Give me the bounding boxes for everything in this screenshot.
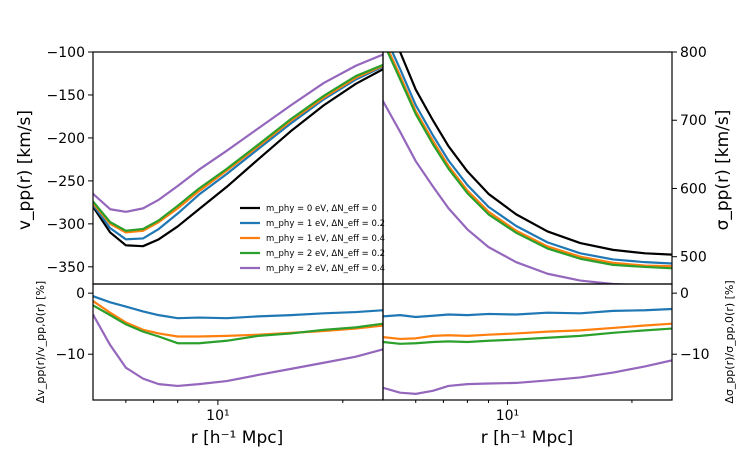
frame-bottom-right <box>382 283 673 401</box>
ytick-label-bottom-left-1: −10 <box>55 347 85 363</box>
series-line-top-right-1 <box>391 52 672 265</box>
ytick-label-top-left-1: −150 <box>47 88 85 104</box>
xlabel-left: r [h⁻¹ Mpc] <box>191 428 283 448</box>
legend-label-3: m_phy = 2 eV, ΔN_eff = 0.2 <box>266 249 385 259</box>
ylabel-top-left: v_pp(r) [km/s] <box>15 110 35 230</box>
series-line-bottom-left-0 <box>93 295 383 320</box>
ytick-label-top-right-3: 800 <box>680 45 707 61</box>
ylabel-bottom-right: Δσ_pp(r)/σ_pp,0(r) [%] <box>723 280 736 403</box>
legend-label-2: m_phy = 1 eV, ΔN_eff = 0.4 <box>266 234 385 244</box>
series-line-top-left-4 <box>93 53 383 213</box>
frame-bottom-left <box>92 283 384 401</box>
series-line-bottom-right-2 <box>383 327 672 345</box>
panel-bottom-right: 0 −10 10¹ <box>382 283 710 424</box>
ytick-label-top-right-0: 500 <box>680 250 707 266</box>
series-layer-bottom-left <box>93 295 383 388</box>
ytick-label-bottom-right-0: 0 <box>680 286 689 302</box>
ytick-label-top-left-0: −100 <box>47 45 85 61</box>
legend-label-4: m_phy = 2 eV, ΔN_eff = 0.4 <box>266 264 385 274</box>
frame-top-right <box>382 51 673 285</box>
series-line-bottom-left-1 <box>93 299 383 338</box>
legend: m_phy = 0 eV, ΔN_eff = 0 m_phy = 1 eV, ΔN… <box>240 204 385 274</box>
ticks-layer-top-right: 500 600 700 800 <box>672 45 707 266</box>
ylabel-bottom-left: Δv_pp(r)/v_pp,0(r) [%] <box>34 281 47 403</box>
series-line-bottom-left-3 <box>93 313 383 388</box>
series-line-top-left-3 <box>93 63 383 232</box>
ytick-label-bottom-right-1: −10 <box>680 347 710 363</box>
panel-top-right: 500 600 700 800 <box>382 45 707 285</box>
series-line-top-right-3 <box>386 52 672 270</box>
ytick-label-top-left-5: −350 <box>47 260 85 276</box>
series-line-bottom-right-3 <box>383 359 672 395</box>
series-line-top-right-0 <box>398 52 672 256</box>
ylabel-top-right: σ_pp(r) [km/s] <box>713 110 733 231</box>
panel-bottom-left: 0 −10 10¹ <box>55 283 384 424</box>
panel-top-left: −100 −150 −200 −250 −300 −350 <box>47 45 384 285</box>
series-layer-top-right <box>383 52 672 284</box>
series-line-bottom-right-0 <box>383 307 672 319</box>
series-line-bottom-right-1 <box>383 322 672 341</box>
series-layer-top-left <box>93 53 383 248</box>
series-layer-bottom-right <box>383 307 672 395</box>
ytick-label-top-right-1: 600 <box>680 181 707 197</box>
legend-label-0: m_phy = 0 eV, ΔN_eff = 0 <box>266 204 377 214</box>
series-line-top-left-1 <box>93 65 383 241</box>
series-line-top-right-2 <box>388 52 672 268</box>
ytick-label-top-left-4: −300 <box>47 217 85 233</box>
series-line-top-left-2 <box>93 64 383 234</box>
ytick-label-bottom-left-0: 0 <box>76 286 85 302</box>
series-line-bottom-left-2 <box>93 304 383 345</box>
series-line-top-right-4 <box>383 100 639 284</box>
ytick-label-top-left-2: −200 <box>47 131 85 147</box>
series-line-top-left-0 <box>93 68 383 248</box>
legend-label-1: m_phy = 1 eV, ΔN_eff = 0.2 <box>266 219 385 229</box>
ticks-layer-bottom-left: 0 −10 10¹ <box>55 286 344 424</box>
ticks-layer-top-left: −100 −150 −200 −250 −300 −350 <box>47 45 93 276</box>
ytick-label-top-left-3: −250 <box>47 174 85 190</box>
xtick-label-bottom-right-0: 10¹ <box>496 408 519 424</box>
ticks-layer-bottom-right: 0 −10 10¹ <box>415 286 710 424</box>
xtick-label-bottom-left-0: 10¹ <box>206 408 229 424</box>
ytick-label-top-right-2: 700 <box>680 113 707 129</box>
xlabel-right: r [h⁻¹ Mpc] <box>481 428 573 448</box>
